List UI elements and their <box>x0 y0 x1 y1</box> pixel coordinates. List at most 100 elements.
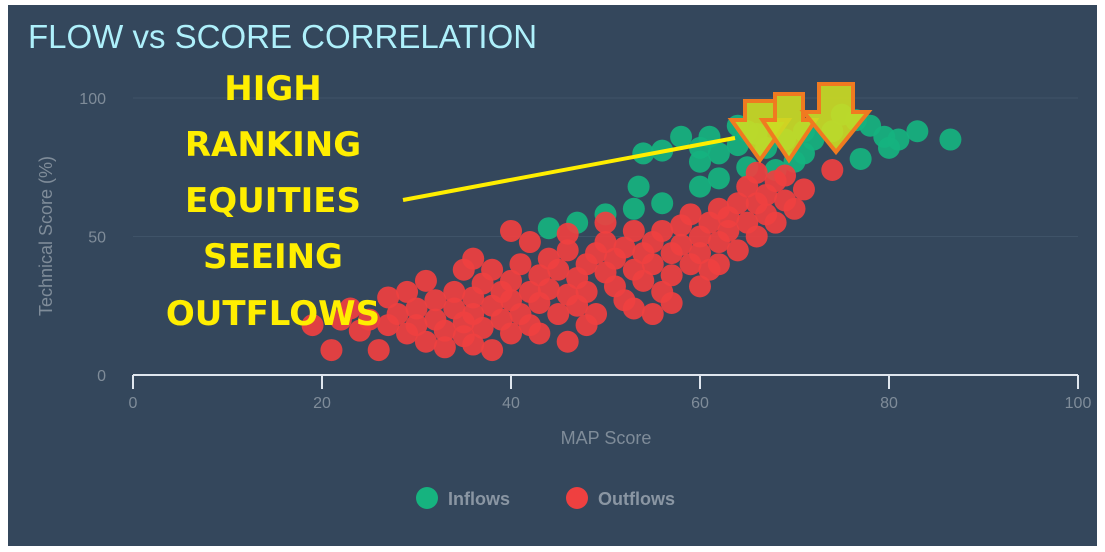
chart-title: FLOW vs SCORE CORRELATION <box>28 18 537 55</box>
data-point-outflows[interactable] <box>556 239 579 262</box>
data-point-outflows[interactable] <box>726 192 749 215</box>
data-point-outflows[interactable] <box>821 159 844 182</box>
data-point-outflows[interactable] <box>433 336 456 359</box>
data-points <box>301 103 962 362</box>
data-point-outflows[interactable] <box>424 289 447 312</box>
data-point-outflows[interactable] <box>518 231 541 254</box>
legend-item-outflows[interactable]: Outflows <box>566 487 675 509</box>
legend-label-inflows: Inflows <box>448 489 510 509</box>
data-point-outflows[interactable] <box>433 319 456 342</box>
data-point-outflows[interactable] <box>622 297 645 320</box>
data-point-outflows[interactable] <box>358 308 381 331</box>
data-point-inflows[interactable] <box>849 147 872 170</box>
data-point-inflows[interactable] <box>707 167 730 190</box>
data-point-outflows[interactable] <box>641 253 664 276</box>
data-point-outflows[interactable] <box>547 258 570 281</box>
data-point-outflows[interactable] <box>594 211 617 234</box>
legend-label-outflows: Outflows <box>598 489 675 509</box>
data-point-outflows[interactable] <box>528 322 551 345</box>
data-point-outflows[interactable] <box>726 239 749 262</box>
data-point-outflows[interactable] <box>396 280 419 303</box>
data-point-inflows[interactable] <box>670 125 693 148</box>
x-tick-label: 20 <box>313 395 331 412</box>
data-point-outflows[interactable] <box>414 269 437 292</box>
down-arrow-icon <box>799 82 873 156</box>
data-point-outflows[interactable] <box>547 303 570 326</box>
data-point-outflows[interactable] <box>745 161 768 184</box>
annotation: HIGH RANKING EQUITIES SEEING OUTFLOWS <box>166 69 873 334</box>
data-point-outflows[interactable] <box>689 242 711 265</box>
data-point-outflows[interactable] <box>641 303 664 326</box>
data-point-outflows[interactable] <box>575 314 598 337</box>
data-point-outflows[interactable] <box>339 297 362 320</box>
data-point-inflows[interactable] <box>939 128 962 151</box>
data-point-outflows[interactable] <box>707 253 730 276</box>
data-point-outflows[interactable] <box>622 219 645 242</box>
data-point-outflows[interactable] <box>792 178 815 201</box>
data-point-outflows[interactable] <box>462 333 485 356</box>
x-axis-label: MAP Score <box>561 428 652 448</box>
x-tick-label: 100 <box>1065 395 1092 412</box>
data-point-outflows[interactable] <box>471 316 494 339</box>
data-point-outflows[interactable] <box>613 236 636 259</box>
data-point-outflows[interactable] <box>537 278 560 301</box>
y-axis-ticks: 0 50 100 <box>79 91 106 385</box>
data-point-outflows[interactable] <box>745 225 768 248</box>
data-point-outflows[interactable] <box>594 231 617 254</box>
data-point-outflows[interactable] <box>301 314 324 337</box>
y-axis-label: Technical Score (%) <box>36 156 56 316</box>
data-point-outflows[interactable] <box>660 264 683 287</box>
data-point-outflows[interactable] <box>320 339 343 362</box>
data-point-outflows[interactable] <box>443 280 466 303</box>
data-point-inflows[interactable] <box>537 217 560 240</box>
data-point-inflows[interactable] <box>689 175 711 198</box>
data-point-outflows[interactable] <box>556 222 579 245</box>
x-tick-label: 40 <box>502 395 520 412</box>
data-point-outflows[interactable] <box>556 330 579 353</box>
data-point-inflows[interactable] <box>627 175 650 198</box>
data-point-outflows[interactable] <box>500 322 522 345</box>
legend: Inflows Outflows <box>416 487 675 509</box>
data-point-outflows[interactable] <box>405 314 428 337</box>
data-point-outflows[interactable] <box>660 291 683 314</box>
annotation-line-2: RANKING <box>185 125 361 165</box>
data-point-outflows[interactable] <box>367 339 390 362</box>
data-point-outflows[interactable] <box>405 297 428 320</box>
data-point-outflows[interactable] <box>783 197 806 220</box>
y-tick-label: 100 <box>79 91 106 108</box>
data-point-outflows[interactable] <box>481 339 504 362</box>
data-point-inflows[interactable] <box>622 197 645 220</box>
x-tick-label: 60 <box>691 395 709 412</box>
data-point-outflows[interactable] <box>651 219 674 242</box>
data-point-outflows[interactable] <box>679 203 702 226</box>
data-point-outflows[interactable] <box>632 269 655 292</box>
data-point-inflows[interactable] <box>707 142 730 165</box>
data-point-outflows[interactable] <box>500 219 522 242</box>
data-point-outflows[interactable] <box>670 233 693 256</box>
annotation-line-5: OUTFLOWS <box>166 294 380 334</box>
data-point-outflows[interactable] <box>774 164 797 187</box>
series-outflows <box>301 159 844 362</box>
annotation-line-1: HIGH <box>224 69 321 109</box>
legend-marker-inflows <box>416 487 438 509</box>
data-point-outflows[interactable] <box>481 258 504 281</box>
data-point-inflows[interactable] <box>906 120 929 143</box>
legend-item-inflows[interactable]: Inflows <box>416 487 510 509</box>
data-point-outflows[interactable] <box>386 303 409 326</box>
data-point-inflows[interactable] <box>878 136 900 159</box>
x-axis: 0 20 40 60 80 100 <box>129 374 1092 412</box>
data-point-outflows[interactable] <box>575 280 598 303</box>
annotation-line-4: SEEING <box>203 237 343 277</box>
data-point-outflows[interactable] <box>764 211 787 234</box>
data-point-outflows[interactable] <box>689 275 711 298</box>
data-point-outflows[interactable] <box>509 253 532 276</box>
data-point-outflows[interactable] <box>377 286 400 309</box>
x-tick-label: 80 <box>880 395 898 412</box>
data-point-inflows[interactable] <box>651 192 674 215</box>
data-point-outflows[interactable] <box>500 269 522 292</box>
annotation-line-3: EQUITIES <box>185 181 361 221</box>
data-point-outflows[interactable] <box>414 330 437 353</box>
data-point-outflows[interactable] <box>452 258 475 281</box>
annotation-pointer-line <box>402 136 736 202</box>
